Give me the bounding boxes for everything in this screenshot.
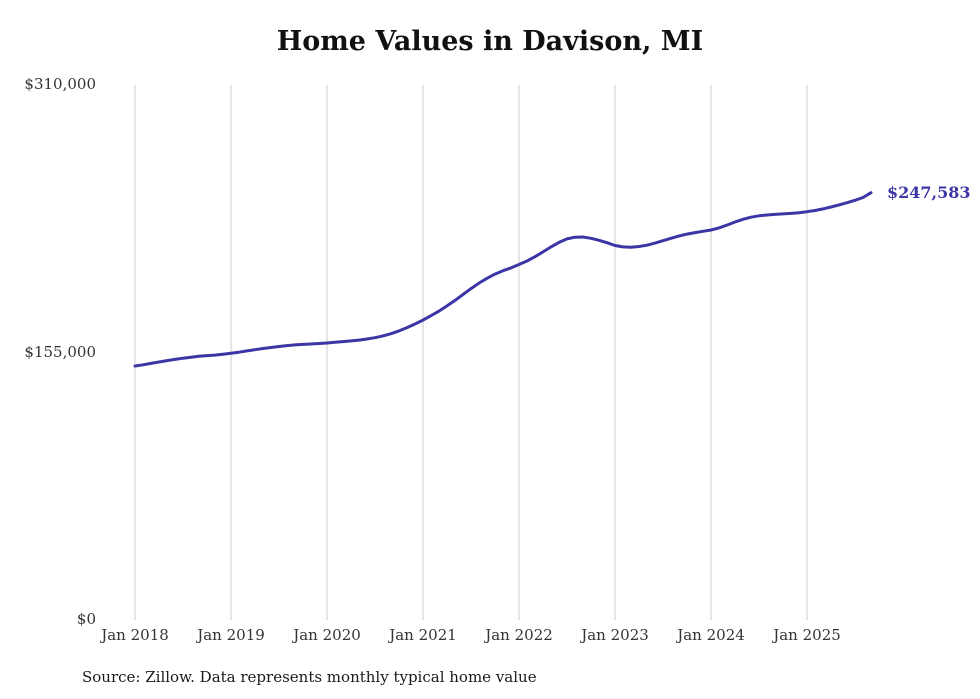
home-value-line [133,191,873,368]
x-axis-tick-label: Jan 2023 [581,626,649,644]
y-axis-tick-label: $0 [76,610,96,628]
chart-title: Home Values in Davison, MI [276,26,704,57]
x-axis-tick-label: Jan 2024 [677,626,745,644]
current-value-label: $247,583 [887,182,971,202]
x-axis-tick-label: Jan 2018 [101,626,169,644]
x-axis-tick-label: Jan 2025 [773,626,841,644]
x-axis-tick-label: Jan 2021 [389,626,457,644]
x-axis-tick-label: Jan 2020 [293,626,361,644]
source-note: Source: Zillow. Data represents monthly … [82,668,537,686]
y-axis-tick-label: $310,000 [24,75,96,93]
x-axis-tick-label: Jan 2019 [197,626,265,644]
y-axis-tick-label: $155,000 [24,342,96,361]
x-axis-tick-label: Jan 2022 [485,626,553,644]
